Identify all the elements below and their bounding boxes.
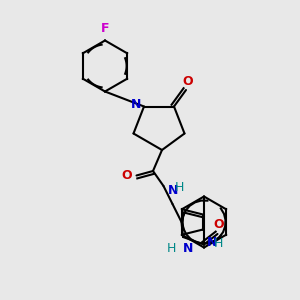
Text: H: H xyxy=(214,237,224,250)
Text: N: N xyxy=(183,242,194,254)
Text: H: H xyxy=(167,242,176,254)
Text: H: H xyxy=(175,181,184,194)
Text: O: O xyxy=(122,169,132,182)
Text: F: F xyxy=(101,22,109,35)
Text: N: N xyxy=(131,98,142,112)
Text: O: O xyxy=(182,75,193,88)
Text: N: N xyxy=(168,184,178,196)
Text: O: O xyxy=(214,218,224,231)
Text: N: N xyxy=(206,236,217,248)
